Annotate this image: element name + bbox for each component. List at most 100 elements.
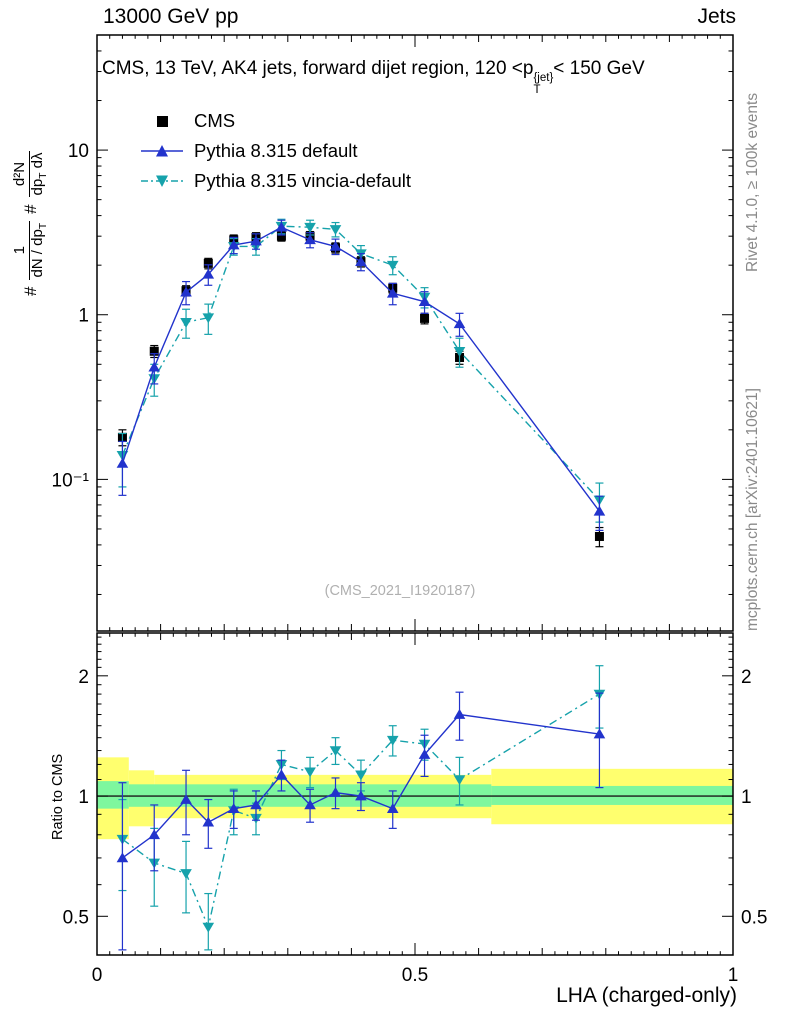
svg-text:0.5: 0.5 [63, 907, 89, 928]
data-point [149, 346, 159, 356]
svg-text:1: 1 [741, 787, 752, 808]
svg-text:2: 2 [78, 667, 89, 688]
data-point [418, 296, 431, 306]
ylabel-frac1-den-text: dN / dp [28, 229, 46, 278]
svg-text:2: 2 [741, 667, 752, 688]
main-y-axis-label: # 1 dN / dpT # d²N dpT dλ [11, 150, 50, 296]
data-point [355, 256, 367, 266]
analysis-id-watermark: (CMS_2021_I1920187) [324, 583, 476, 599]
plot-title-post: < 150 GeV [553, 58, 645, 79]
ylabel-frac2-den-b: dλ [28, 152, 46, 173]
data-point [355, 770, 367, 781]
svg-text:0.5: 0.5 [402, 965, 428, 986]
ylabel-frac2-num: d²N [11, 161, 28, 187]
data-point [453, 775, 466, 786]
ratio-y-axis-label: Ratio to CMS [50, 753, 66, 840]
data-point [202, 268, 215, 279]
data-point [148, 829, 161, 840]
data-point [386, 735, 399, 746]
data-point [116, 457, 129, 468]
square-glyph [157, 116, 168, 127]
data-point [227, 803, 240, 813]
green-band-segment [97, 781, 129, 809]
legend-label-cms: CMS [194, 110, 236, 131]
data-point [180, 286, 192, 297]
data-point [250, 235, 262, 246]
triangle-up-glyph [156, 145, 168, 157]
svg-text:0.5: 0.5 [741, 907, 767, 928]
data-point [386, 287, 399, 298]
legend-label-pythia-default: Pythia 8.315 default [194, 140, 358, 161]
pythia-default-series-line [121, 226, 601, 512]
data-point [180, 869, 192, 880]
ratio-panel-frame [96, 632, 734, 956]
data-point [116, 852, 129, 863]
ylabel-frac1-den-sub: T [37, 222, 49, 230]
data-point [227, 239, 240, 250]
data-point [202, 816, 215, 827]
data-point [250, 799, 262, 810]
data-point [202, 922, 215, 933]
data-point [594, 531, 604, 541]
plot-title-p: p [522, 58, 534, 79]
data-point [329, 787, 342, 797]
legend-item-vincia: Pythia 8.315 vincia-default [140, 166, 411, 196]
data-point [276, 231, 286, 241]
data-point [148, 361, 161, 372]
data-point [304, 799, 316, 810]
ylabel-frac1-num: 1 [11, 246, 28, 255]
pythia-default-series [116, 219, 606, 531]
data-point [593, 728, 606, 739]
svg-text:1: 1 [78, 787, 89, 808]
data-point [593, 505, 606, 516]
legend-label-vincia: Pythia 8.315 vincia-default [194, 170, 411, 191]
data-point [453, 708, 466, 719]
x-axis-label: LHA (charged-only) [556, 984, 737, 1007]
ylabel-hash-2: # [20, 204, 40, 214]
svg-text:1: 1 [728, 965, 739, 986]
plot-title: CMS, 13 TeV, AK4 jets, forward dijet reg… [102, 58, 645, 96]
data-point [418, 748, 431, 759]
pythia-default-ratio-series [116, 691, 606, 951]
data-point [275, 221, 288, 232]
data-point [453, 346, 466, 357]
data-point [304, 767, 316, 778]
plot-title-sub: T [533, 84, 541, 97]
cms-series [117, 230, 604, 548]
data-point [180, 793, 192, 804]
beam-energy-label: 13000 GeV pp [103, 5, 239, 28]
data-point [180, 317, 192, 328]
svg-text:1: 1 [78, 306, 89, 327]
data-point [329, 225, 342, 235]
main-panel-frame [96, 34, 734, 632]
ylabel-frac2-den-a: dp [28, 178, 46, 196]
data-point [386, 260, 399, 271]
data-point [329, 746, 342, 757]
process-label: Jets [697, 5, 736, 28]
ylabel-frac2-den-sub: T [37, 172, 49, 179]
legend: CMS Pythia 8.315 default Pythia 8.315 vi… [140, 106, 411, 196]
ylabel-fraction-1: 1 dN / dpT [11, 220, 50, 280]
ylabel-frac2-den: dpT dλ [28, 150, 50, 198]
data-point [202, 313, 215, 324]
triangle-down-glyph [156, 175, 168, 187]
ylabel-fraction-2: d²N dpT dλ [11, 150, 50, 198]
data-point [203, 258, 213, 268]
svg-text:10: 10 [68, 141, 89, 162]
data-point [304, 234, 316, 245]
pt-jet-stack: {jet} T [533, 72, 553, 96]
data-point [386, 803, 399, 813]
ylabel-frac1-den: dN / dpT [28, 220, 50, 280]
data-point [453, 318, 466, 329]
plot-title-pre: CMS, 13 TeV, AK4 jets, forward dijet reg… [102, 58, 523, 79]
mcplots-reference-text: mcplots.cern.ch [arXiv:2401.10621] [744, 388, 761, 631]
legend-item-cms: CMS [140, 106, 411, 136]
data-point [275, 769, 288, 780]
rivet-version-text: Rivet 4.1.0, ≥ 100k events [744, 92, 761, 272]
pythia-default-marker-icon [141, 145, 183, 157]
vincia-ratio-series-line [122, 693, 600, 930]
data-point [420, 313, 430, 323]
plot-title-sup: {jet} [533, 72, 554, 84]
data-point [304, 222, 316, 233]
